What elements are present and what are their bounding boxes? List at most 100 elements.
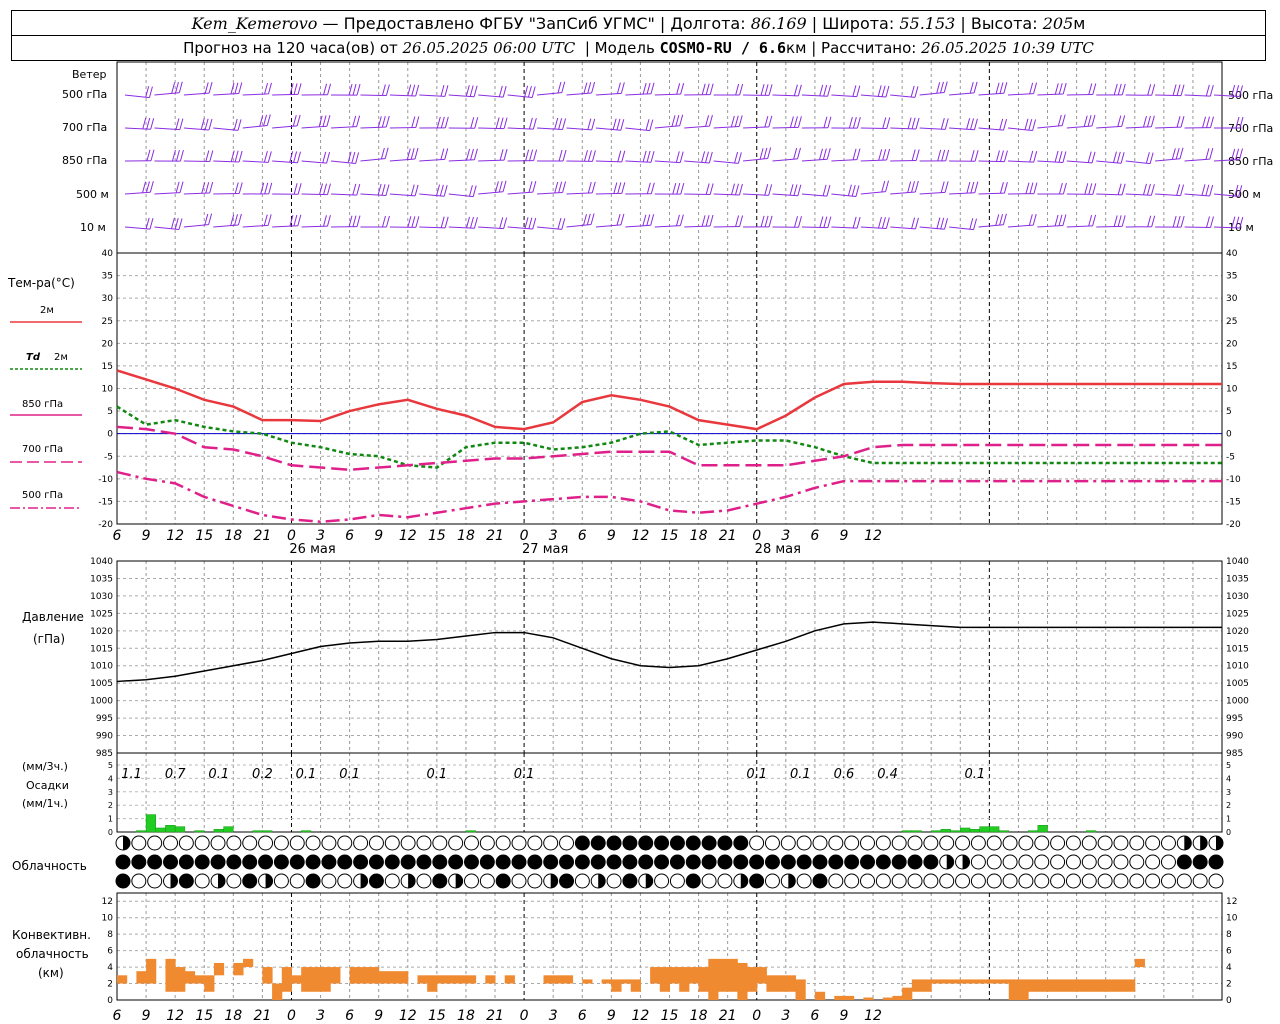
conv-bar xyxy=(950,979,961,984)
temp-ytick-left: 15 xyxy=(102,362,113,372)
wind-barb-flag xyxy=(1120,152,1125,164)
cloud-symbol xyxy=(606,873,622,889)
wind-barb-flag xyxy=(1003,119,1008,131)
wind-barb xyxy=(419,193,445,197)
wind-barb-flag xyxy=(1180,216,1185,228)
cloud-symbol-half xyxy=(788,874,796,888)
cloud-symbol xyxy=(368,835,384,851)
wind-barb-flag xyxy=(650,151,655,163)
wind-barb-flag xyxy=(1033,82,1038,94)
cloud-symbol xyxy=(669,835,685,851)
wind-barb-flag xyxy=(204,213,209,226)
precip-total-label: 0.1 xyxy=(790,767,811,782)
conv-xtick: 12 xyxy=(166,1008,184,1024)
conv-label-2: облачность xyxy=(16,947,89,961)
temp-ytick-right: 10 xyxy=(1226,385,1238,395)
wind-barb-flag xyxy=(1061,114,1066,126)
temp-xtick: 0 xyxy=(520,528,529,544)
conv-bar xyxy=(892,995,903,1000)
wind-barb xyxy=(537,92,562,96)
pres-ytick-left: 1005 xyxy=(90,679,113,689)
wind-barb-flag xyxy=(352,183,357,196)
td2m-series-line xyxy=(116,405,1222,469)
wind-barb xyxy=(772,158,798,162)
wind-barb-flag xyxy=(473,148,478,160)
wind-barb-flag xyxy=(734,115,739,127)
conv-xtick: 0 xyxy=(287,1008,296,1024)
wind-barb xyxy=(978,92,1004,96)
wind-barb-flag xyxy=(819,216,824,228)
conv-bar xyxy=(1125,979,1136,992)
conv-bar xyxy=(659,967,670,992)
prec-ytick-right: 4 xyxy=(1226,774,1231,783)
wind-barb-flag xyxy=(915,149,920,161)
wind-barb xyxy=(1213,193,1239,197)
wind-barb-flag xyxy=(793,148,798,160)
cloud-symbol xyxy=(305,854,321,870)
wind-barb-flag xyxy=(1062,82,1067,95)
conv-xtick: 21 xyxy=(486,1008,504,1024)
cloud-symbol xyxy=(194,835,210,851)
wind-barb-flag xyxy=(937,149,942,162)
wind-barb-flag xyxy=(528,117,533,130)
pres-ytick-left: 1010 xyxy=(90,662,113,672)
cloud-symbol xyxy=(1145,835,1161,851)
cloud-symbol xyxy=(353,854,369,870)
wind-barb-flag xyxy=(764,115,769,128)
wind-barb xyxy=(507,191,533,195)
precip-unit-1h: (мм/1ч.) xyxy=(22,797,68,810)
pres-ytick-left: 995 xyxy=(96,714,113,724)
wind-barb-flag xyxy=(621,182,626,194)
wind-barb-flag xyxy=(561,81,566,93)
wind-barb-flag xyxy=(1033,182,1038,194)
cloud-symbol xyxy=(527,854,543,870)
wind-barb xyxy=(919,91,945,96)
pressure-unit: (гПа) xyxy=(33,632,66,646)
wind-barb-flag xyxy=(1209,147,1214,160)
cloud-symbol xyxy=(1002,873,1018,889)
cloud-symbol-half xyxy=(550,874,558,888)
wind-barb-flag xyxy=(705,215,710,227)
wind-barb-flag xyxy=(234,82,239,94)
wind-barb-flag xyxy=(264,82,268,95)
conv-bar xyxy=(582,979,593,984)
wind-barb-flag xyxy=(613,182,618,194)
conv-bar xyxy=(417,975,428,984)
wind-barb-flag xyxy=(1151,215,1156,227)
wind-barb-flag xyxy=(1091,114,1096,127)
wind-barb-flag xyxy=(327,183,331,195)
wind-barb-flag xyxy=(348,215,353,227)
temp-xtick: 6 xyxy=(345,528,354,544)
wind-barb-flag xyxy=(1003,82,1008,94)
precip-bar xyxy=(1086,830,1097,833)
precip-bar xyxy=(989,826,1000,833)
temp-ytick-left: 30 xyxy=(102,294,114,304)
cloud-symbol-half xyxy=(645,874,653,888)
wind-barb-flag xyxy=(645,119,650,131)
wind-barb-flag xyxy=(856,85,861,97)
wind-barb-flag xyxy=(1146,183,1151,196)
cloud-symbol xyxy=(463,854,479,870)
conv-bar xyxy=(679,967,690,992)
conv-bar xyxy=(398,971,409,984)
wind-barb-flag xyxy=(558,181,563,193)
wind-barb-flag xyxy=(760,84,765,96)
conv-bar xyxy=(911,979,923,992)
wind-barb xyxy=(801,158,828,162)
wind-barb-flag xyxy=(230,214,235,226)
wind-barb-flag xyxy=(558,149,563,162)
wind-barb-flag xyxy=(524,85,529,97)
cloud-symbol xyxy=(527,873,543,889)
wind-barb-flag xyxy=(995,82,1000,94)
precip-bar xyxy=(194,830,205,833)
wind-barb xyxy=(213,160,240,163)
conv-bar xyxy=(814,991,826,1000)
wind-barb-flag xyxy=(558,118,563,130)
alt-unit: м xyxy=(1073,13,1086,33)
conv-bar xyxy=(349,967,360,984)
conv-bar xyxy=(1076,979,1087,992)
wind-level-right: 500 гПа xyxy=(1228,89,1273,102)
wind-barb xyxy=(154,127,180,131)
conv-bar xyxy=(1066,979,1078,992)
wind-barb-flag xyxy=(499,217,504,229)
